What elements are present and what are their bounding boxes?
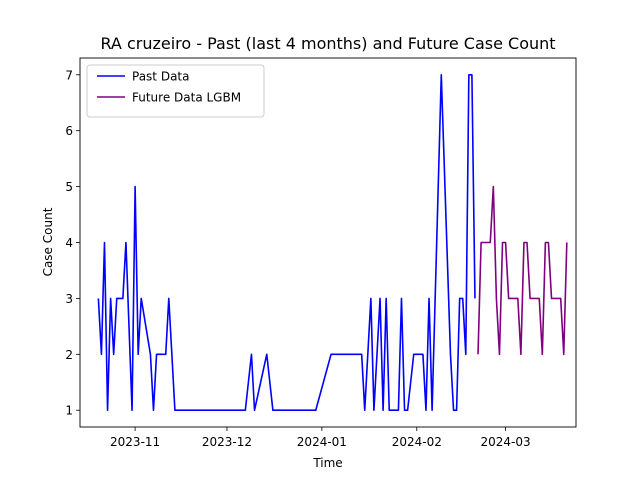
x-tick-label-0: 2023-11: [110, 435, 160, 449]
y-tick-label-5: 6: [65, 124, 73, 138]
series-line-1: [477, 185, 568, 356]
x-tick-label-2: 2024-01: [297, 435, 347, 449]
y-tick-label-4: 5: [65, 180, 73, 194]
y-tick-label-2: 3: [65, 292, 73, 306]
y-tick-label-1: 2: [65, 348, 73, 362]
legend-box: [86, 64, 265, 118]
legend-label-1: Future Data LGBM: [132, 91, 241, 105]
chart-title: RA cruzeiro - Past (last 4 months) and F…: [100, 34, 555, 53]
y-tick-label-0: 1: [65, 404, 73, 418]
x-axis: 2023-11 2023-12 2024-01 2024-02 2024-03: [110, 427, 531, 449]
x-tick-label-1: 2023-12: [202, 435, 252, 449]
x-tick-label-4: 2024-03: [481, 435, 531, 449]
series-layer: [97, 73, 568, 412]
x-tick-label-3: 2024-02: [392, 435, 442, 449]
y-tick-label-6: 7: [65, 68, 73, 82]
plot-area: [79, 57, 577, 428]
legend: Past Data Future Data LGBM: [86, 64, 265, 118]
series-line-0: [97, 73, 476, 412]
y-axis-label: Case Count: [41, 207, 55, 276]
y-tick-label-3: 4: [65, 236, 73, 250]
x-axis-label: Time: [312, 456, 342, 470]
legend-label-0: Past Data: [132, 70, 189, 84]
y-axis: 1 2 3 4 5 6 7: [65, 68, 80, 418]
